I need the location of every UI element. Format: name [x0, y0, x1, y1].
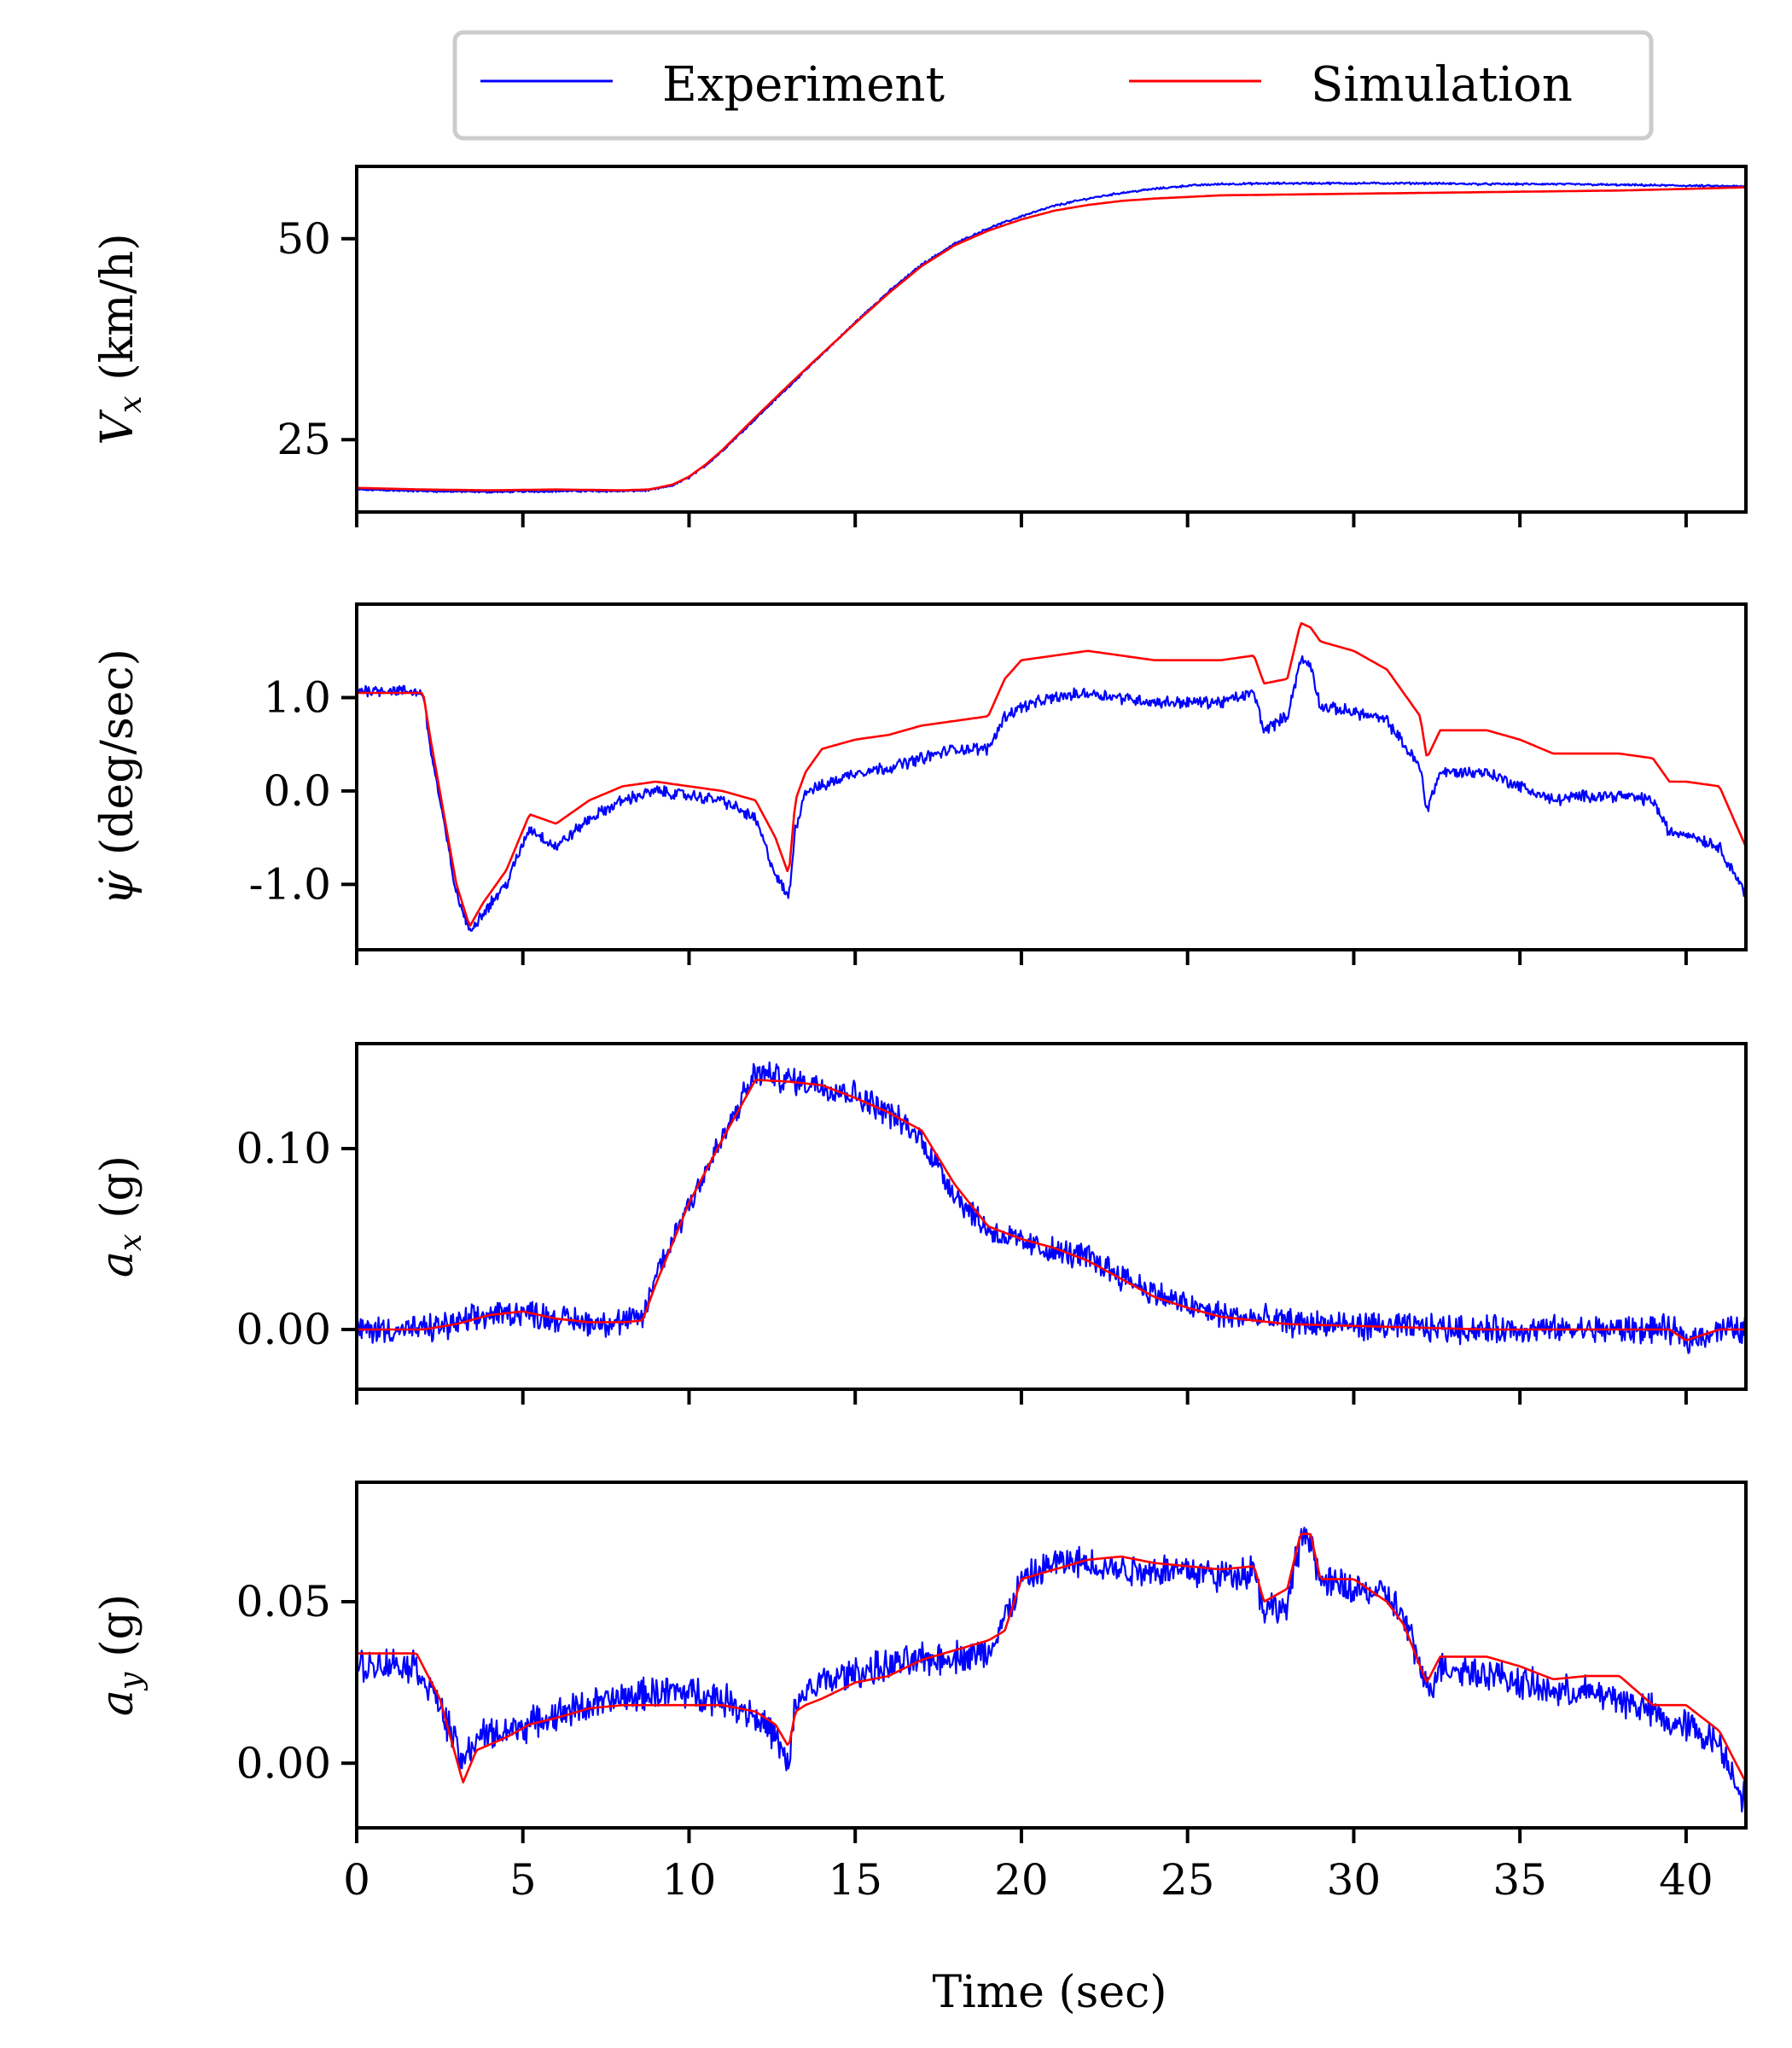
y-axis-title-unit: (g) [92, 1155, 143, 1219]
y-tick-label: 0.0 [263, 766, 331, 816]
y-axis-title: ay (g) [92, 1594, 148, 1716]
y-axis-title-unit: (g) [92, 1594, 143, 1657]
y-tick-label: 0.10 [236, 1124, 331, 1173]
y-tick-label: 0.05 [236, 1577, 331, 1626]
y-axis-title-unit: (deg/sec) [92, 649, 143, 855]
y-axis-title: Vx (km/h) [92, 233, 148, 445]
panel-yaw-rate: -1.0 0.0 1.0 ψ̇ (deg/sec) [92, 602, 1748, 965]
y-tick-label: 50 [276, 214, 331, 264]
series-line-simulation [357, 186, 1746, 492]
y-tick-label: 25 [276, 415, 331, 464]
axes-frame [355, 1481, 1748, 1830]
series-line-experiment [357, 1527, 1746, 1812]
x-tick-label: 35 [1492, 1855, 1547, 1905]
x-tick-label: 25 [1161, 1855, 1215, 1905]
y-axis-title-unit: (km/h) [92, 233, 143, 380]
x-axis-title: Time (sec) [932, 1967, 1167, 2018]
panel-vx: 25 50 Vx (km/h) [92, 165, 1748, 527]
y-axis-title-subscript: y [113, 1672, 148, 1691]
y-axis-title-symbol: a [92, 1251, 143, 1277]
x-tick-label: 40 [1659, 1855, 1713, 1905]
series-line-simulation [357, 1533, 1746, 1783]
series-line-experiment [357, 655, 1746, 932]
legend: Experiment Simulation [452, 30, 1654, 141]
x-tick-label: 15 [828, 1855, 882, 1905]
y-axis-title-symbol: a [92, 1690, 143, 1716]
y-axis-title-subscript: x [113, 396, 148, 413]
axes-frame [355, 1042, 1748, 1391]
y-tick-label: 1.0 [263, 672, 331, 722]
legend-frame [452, 30, 1654, 141]
x-tick-label: 0 [343, 1855, 370, 1905]
series-line-simulation [357, 621, 1746, 927]
y-axis-title: ψ̇ (deg/sec) [92, 649, 143, 905]
legend-label-experiment: Experiment [662, 57, 945, 113]
y-axis-title: ax (g) [92, 1155, 148, 1277]
axes-frame [355, 602, 1748, 951]
axes-frame [355, 165, 1748, 514]
y-tick-label: 0.00 [236, 1738, 331, 1788]
y-axis-title-subscript: x [113, 1234, 148, 1251]
x-tick-label: 30 [1327, 1855, 1382, 1905]
panel-ay: 0 5 10 15 20 25 30 35 40 0.00 0.05 ay (g) [92, 1481, 1748, 1905]
y-tick-label: -1.0 [249, 859, 331, 909]
y-tick-label: 0.00 [236, 1305, 331, 1354]
x-tick-label: 5 [509, 1855, 537, 1905]
x-tick-label: 10 [662, 1855, 717, 1905]
y-axis-title-symbol: V [92, 410, 143, 445]
y-axis-title-symbol: ψ̇ [92, 870, 143, 905]
x-tick-label: 20 [994, 1855, 1049, 1905]
series-line-simulation [357, 1079, 1746, 1341]
panel-ax: 0.00 0.10 ax (g) [92, 1042, 1748, 1405]
legend-label-simulation: Simulation [1311, 57, 1573, 113]
